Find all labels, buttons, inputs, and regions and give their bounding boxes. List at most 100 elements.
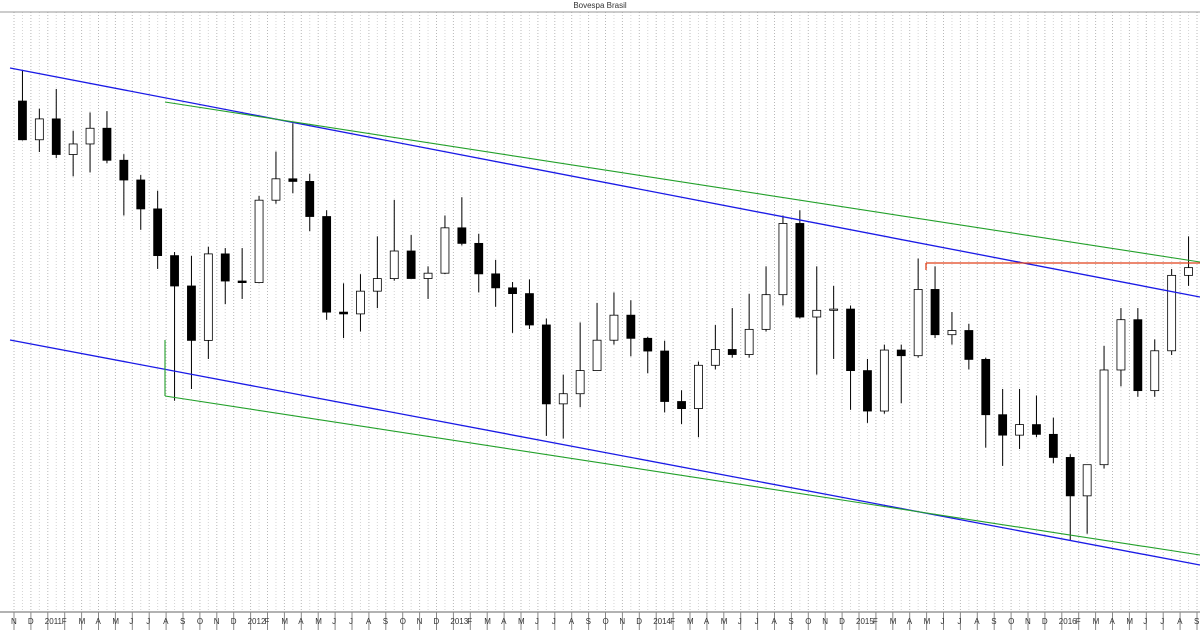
candle-body [119, 159, 129, 181]
candle-body [643, 337, 653, 352]
candle-body [102, 127, 112, 161]
x-tick-label: J [1160, 617, 1164, 626]
x-tick-label: D [231, 617, 237, 626]
candle-body [440, 227, 450, 274]
x-tick-label: S [383, 617, 388, 626]
x-tick-label: M [79, 617, 86, 626]
x-tick-label: N [822, 617, 828, 626]
candle-body [795, 223, 805, 318]
x-tick-label: D [636, 617, 642, 626]
candle-body [1065, 457, 1075, 497]
candle-body [981, 359, 991, 416]
x-tick-label: F [467, 617, 472, 626]
x-tick-label: J [129, 617, 133, 626]
candle-body [1082, 464, 1092, 497]
candle-body [913, 289, 923, 357]
x-tick-label: M [484, 617, 491, 626]
candle-body [812, 309, 822, 318]
trend-line [9, 339, 1200, 566]
x-tick-label: M [721, 617, 728, 626]
x-tick-label: D [1042, 617, 1048, 626]
x-tick-label: J [957, 617, 961, 626]
x-tick-label: M [924, 617, 931, 626]
x-tick-label: J [552, 617, 556, 626]
candle-body [710, 349, 720, 366]
candle-body [18, 100, 27, 141]
candle-body [575, 370, 585, 395]
candle-body [237, 280, 247, 283]
x-tick-label: J [1143, 617, 1147, 626]
candle-body [322, 216, 332, 313]
x-tick-label: M [1126, 617, 1133, 626]
x-tick-label: F [265, 617, 270, 626]
x-tick-label: N [417, 617, 423, 626]
x-tick-label: N [619, 617, 625, 626]
candle-body [271, 178, 281, 201]
candle-body [896, 349, 906, 357]
candle-body [761, 294, 771, 330]
x-tick-label: S [180, 617, 185, 626]
candles [18, 70, 1193, 541]
x-tick-label: M [890, 617, 897, 626]
x-tick-label: J [332, 617, 336, 626]
x-tick-label: J [941, 617, 945, 626]
x-tick-label: A [1177, 617, 1183, 626]
x-tick-label: O [805, 617, 811, 626]
candle-body [964, 330, 974, 360]
candle-body [778, 223, 788, 296]
x-tick-label: J [535, 617, 539, 626]
candle-body [339, 311, 348, 315]
candle-body [51, 118, 61, 155]
candle-body [930, 289, 940, 336]
x-tick-label: N [1025, 617, 1031, 626]
candle-body [694, 364, 703, 410]
x-tick-label: O [400, 617, 406, 626]
x-tick-label: 2011 [45, 617, 63, 626]
x-tick-label: F [62, 617, 67, 626]
candle-body [947, 330, 957, 336]
candle-body [660, 350, 670, 402]
candle-body [170, 255, 179, 287]
candle-body [153, 208, 163, 257]
candle-body [1099, 369, 1109, 466]
x-tick-label: J [349, 617, 353, 626]
candle-body [846, 308, 855, 372]
candle-body [879, 349, 889, 412]
candle-body [1032, 424, 1041, 435]
candle-body [609, 314, 619, 341]
x-tick-label: O [1008, 617, 1014, 626]
candle-body [863, 370, 872, 412]
candle-body [491, 273, 501, 289]
trend-line [164, 395, 1200, 556]
x-tick-label: N [214, 617, 220, 626]
candle-body [592, 339, 602, 371]
candle-body [1133, 319, 1143, 392]
candle-body [457, 227, 467, 244]
candle-body [829, 308, 839, 311]
x-tick-label: S [586, 617, 591, 626]
candle-body [1116, 319, 1126, 371]
candle-body [508, 287, 517, 295]
x-tick-label: 2012 [248, 617, 266, 626]
candle-body [220, 253, 230, 282]
x-tick-label: F [670, 617, 675, 626]
x-tick-label: M [112, 617, 119, 626]
x-tick-label: 2016 [1059, 617, 1077, 626]
candle-body [525, 293, 534, 326]
x-tick-label: A [366, 617, 372, 626]
candle-body [372, 278, 382, 292]
candle-body [474, 242, 484, 275]
x-tick-label: D [28, 617, 34, 626]
candle-body [423, 272, 433, 279]
candle-body [288, 178, 298, 182]
x-tick-label: A [298, 617, 304, 626]
x-tick-label: S [991, 617, 996, 626]
x-tick-label: S [788, 617, 793, 626]
x-tick-label: A [907, 617, 913, 626]
candle-body [356, 290, 365, 315]
x-tick-label: M [1093, 617, 1100, 626]
candle-body [677, 401, 686, 409]
candle-body [998, 414, 1008, 436]
